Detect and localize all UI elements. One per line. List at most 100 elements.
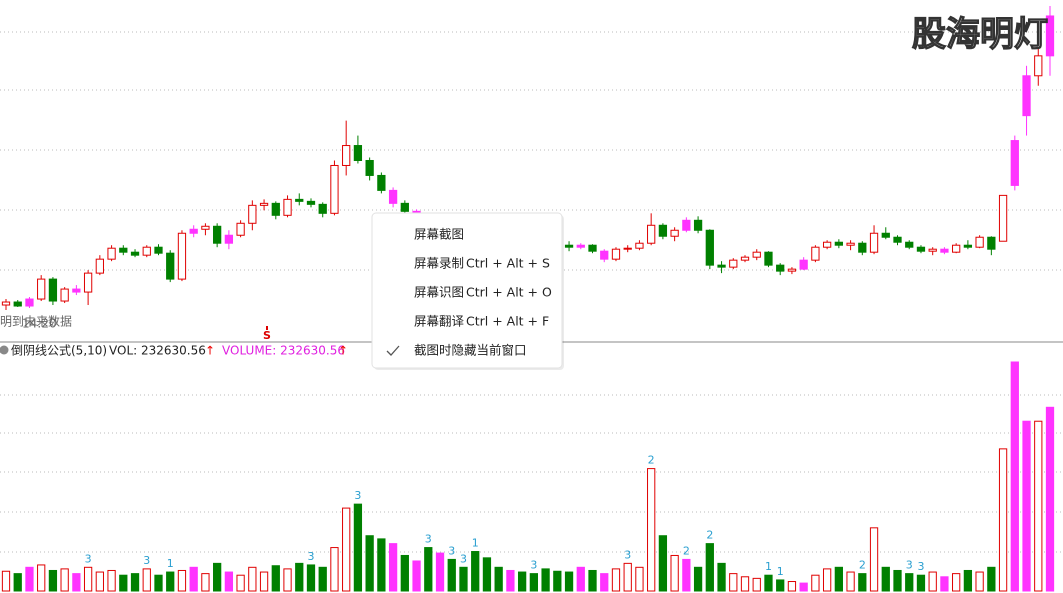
candle-body	[893, 236, 902, 243]
candle-body	[611, 248, 621, 260]
volume-bar	[916, 574, 926, 592]
candle-body	[60, 288, 69, 302]
candle-body	[13, 301, 22, 307]
candle-body	[130, 251, 140, 256]
volume-bar	[799, 582, 808, 592]
menu-item-hit[interactable]	[373, 221, 561, 249]
candle-body	[834, 241, 843, 246]
volume-note: 3	[143, 554, 150, 567]
volume-bar	[905, 573, 914, 592]
volume-bar	[975, 571, 984, 592]
candle-body	[952, 244, 961, 253]
volume-bar	[647, 468, 656, 592]
volume-bar	[377, 538, 386, 592]
indicator-icon	[0, 345, 9, 355]
volume-bar	[717, 562, 726, 592]
volume-bar	[224, 571, 234, 592]
volume-bar	[130, 573, 140, 592]
candle-body	[271, 202, 280, 216]
menu-item[interactable]: 屏幕截图	[373, 221, 561, 249]
volume-bar	[576, 566, 585, 592]
volume-bar	[846, 571, 855, 592]
candle-body	[705, 229, 714, 266]
volume-bar	[811, 574, 820, 592]
candle-body	[963, 244, 973, 248]
candle-body	[764, 251, 773, 266]
volume-bar	[72, 573, 81, 592]
candle-body	[72, 288, 81, 293]
candle-body	[1045, 15, 1055, 57]
menu-item[interactable]: 截图时隐藏当前窗口	[373, 337, 561, 365]
candle-body	[295, 198, 304, 202]
volume-bar	[412, 560, 421, 592]
volume-note: 3	[448, 544, 455, 557]
volume-bar	[729, 573, 738, 592]
candle-body	[224, 234, 234, 244]
volume-bar	[506, 569, 515, 592]
candle-body	[729, 259, 738, 268]
volume-bar	[37, 564, 46, 592]
candle-body	[682, 219, 691, 231]
menu-item-label[interactable]: 屏幕录制	[414, 256, 464, 271]
candle-body	[259, 202, 269, 206]
volume-bar	[201, 573, 210, 592]
indicator-arrow: ↑	[338, 344, 348, 358]
candle-body	[388, 189, 398, 204]
menu-item[interactable]: 屏幕录制 Ctrl + Alt + S	[373, 250, 561, 278]
volume-bar	[1, 570, 11, 592]
volume-bar	[424, 547, 433, 592]
candle-body	[647, 224, 656, 244]
volume-bar	[107, 569, 116, 592]
menu-item-shortcut[interactable]: Ctrl + Alt + S	[466, 256, 550, 271]
candle-body	[236, 222, 245, 236]
volume-bar	[670, 554, 679, 592]
candle-body	[740, 256, 750, 261]
menu-item-shortcut[interactable]: Ctrl + Alt + O	[466, 285, 552, 300]
volume-bar	[271, 565, 280, 592]
volume-bar	[330, 547, 339, 592]
candle-body	[1022, 75, 1031, 117]
volume-bar	[940, 576, 949, 592]
volume-bar	[248, 566, 257, 592]
candle-body	[670, 229, 679, 237]
volume-bar	[705, 543, 714, 592]
volume-bar	[177, 569, 187, 592]
volume-note: 3	[307, 550, 314, 563]
volume-bar	[893, 569, 902, 592]
menu-item-label[interactable]: 截图时隐藏当前窗口	[414, 343, 527, 358]
menu-item-label[interactable]: 屏幕翻译	[414, 314, 465, 329]
candle-body	[940, 248, 949, 253]
indicator-arrow: ↑	[205, 344, 215, 358]
menu-item[interactable]: 屏幕翻译 Ctrl + Alt + F	[373, 308, 561, 336]
candle-body	[400, 202, 409, 212]
volume-note: 1	[765, 560, 772, 573]
volume-bar	[142, 568, 151, 592]
volume-bar	[83, 566, 93, 592]
candle-body	[201, 225, 210, 230]
candle-body	[48, 278, 58, 302]
volume-bar	[25, 566, 34, 592]
menu-item-label[interactable]: 屏幕截图	[414, 227, 464, 242]
volume-bar	[869, 527, 879, 592]
candle-body	[869, 232, 879, 253]
indicator-name: 倒阴线公式(5,10)	[11, 344, 107, 358]
volume-note: 3	[85, 552, 92, 565]
volume-bar	[600, 573, 609, 592]
volume-bar	[471, 551, 480, 592]
candle-body	[623, 247, 632, 250]
candle-body	[25, 298, 34, 307]
menu-item-shortcut[interactable]: Ctrl + Alt + F	[466, 314, 549, 329]
volume-bar	[459, 566, 468, 592]
candle-body	[283, 198, 292, 216]
menu-item-label[interactable]: 屏幕识图	[414, 285, 464, 300]
volume-bar	[693, 566, 703, 592]
volume-bar	[494, 566, 503, 592]
candle-body	[107, 247, 116, 260]
indicator-volume: VOLUME: 232630.56	[222, 344, 345, 358]
volume-bar	[95, 571, 104, 592]
volume-bar	[213, 562, 222, 592]
volume-bar	[541, 568, 550, 592]
menu-item[interactable]: 屏幕识图 Ctrl + Alt + O	[373, 279, 561, 307]
